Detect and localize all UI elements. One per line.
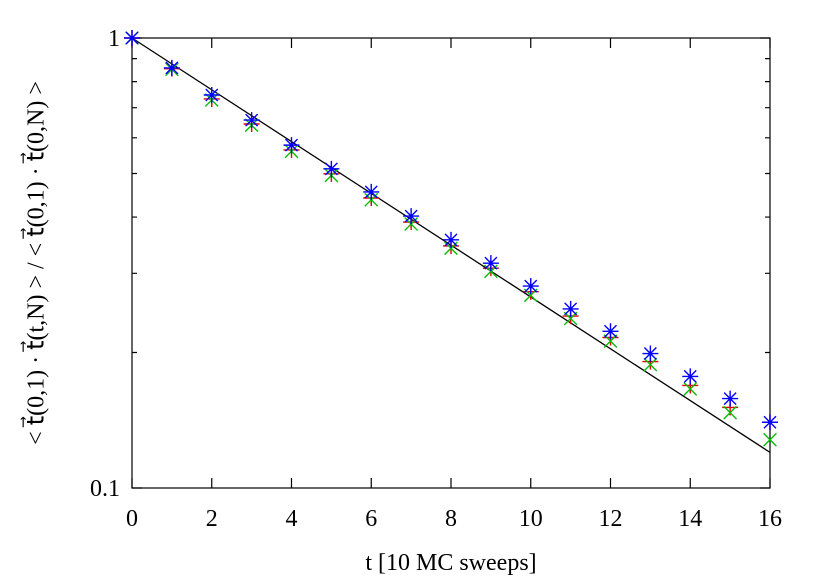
x-tick-label: 14 (678, 506, 702, 532)
data-point (124, 30, 140, 46)
data-point (723, 405, 738, 420)
data-point (643, 357, 658, 372)
x-tick-label: 4 (286, 506, 298, 532)
y-tick-label: 1 (108, 26, 120, 52)
data-point (522, 278, 539, 295)
data-point (642, 345, 659, 362)
data-point (203, 87, 220, 104)
x-tick-label: 10 (519, 506, 543, 532)
data-point (403, 208, 420, 225)
x-tick-label: 12 (599, 506, 623, 532)
data-point (243, 112, 260, 129)
x-tick-label: 6 (365, 506, 377, 532)
plot-frame (131, 37, 771, 489)
x-axis-label: t [10 MC sweeps] (365, 550, 536, 576)
data-point (683, 382, 698, 396)
data-point (682, 368, 699, 385)
y-axis-label: < t⃗(0,1) · t⃗(t,N) > / < t⃗(0,1) · t⃗(0… (20, 81, 49, 445)
data-point (323, 160, 340, 177)
data-point (443, 231, 459, 248)
data-point (283, 137, 300, 154)
data-point (762, 414, 778, 431)
data-point (763, 432, 777, 447)
y-tick-label: 0.1 (90, 476, 120, 502)
data-point (603, 334, 618, 349)
x-tick-label: 0 (126, 506, 138, 532)
data-point (722, 390, 739, 407)
data-point (482, 255, 499, 272)
x-tick-label: 16 (758, 506, 782, 532)
data-point (563, 311, 578, 326)
data-point (562, 300, 579, 317)
data-point (602, 323, 619, 340)
data-point (363, 183, 380, 200)
x-tick-label: 8 (445, 506, 457, 532)
x-tick-label: 2 (206, 506, 218, 532)
data-point (163, 59, 180, 76)
